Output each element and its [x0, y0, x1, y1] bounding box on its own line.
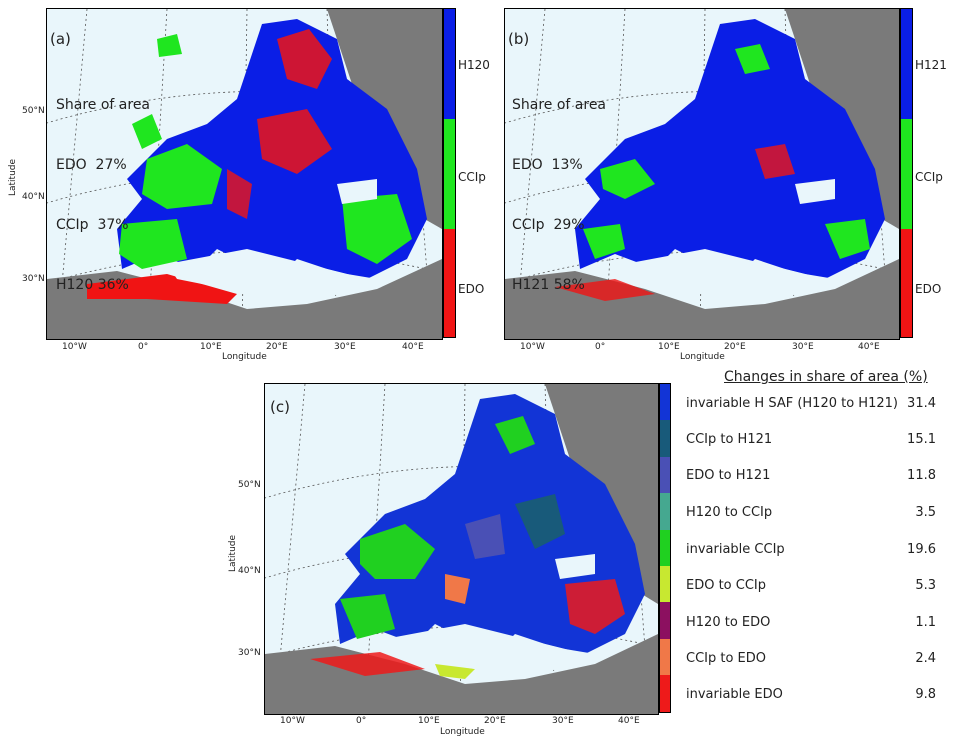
legend-row: H120 to CCIp 3.5	[686, 505, 936, 520]
panel-a-letter: (a)	[50, 30, 71, 48]
tick-c-y1: 40°N	[238, 566, 261, 576]
legend-row: EDO to H121 11.8	[686, 468, 936, 483]
tick-c-x0: 10°W	[280, 716, 305, 726]
tick-c-x5: 40°E	[618, 716, 640, 726]
legend-value: 31.4	[907, 396, 936, 411]
panel-b-share: Share of area EDO 13% CCIp 29% H121 58%	[512, 55, 606, 335]
tick-b-x2: 10°E	[658, 342, 680, 352]
ylabel-c: Latitude	[228, 534, 238, 572]
tick-c-y0: 50°N	[238, 480, 261, 490]
legend-value: 19.6	[907, 542, 936, 557]
cbar-a-label-h: H120	[458, 58, 490, 72]
colorbar-a	[443, 8, 456, 338]
europe-landmass-b	[555, 19, 885, 301]
tick-a-x3: 20°E	[266, 342, 288, 352]
cbar-b-label-h: H121	[915, 58, 947, 72]
legend-row: CCIp to H121 15.1	[686, 432, 936, 447]
legend-value: 3.5	[915, 505, 936, 520]
legend-row: CCIp to EDO 2.4	[686, 651, 936, 666]
tick-a-y2: 30°N	[22, 274, 45, 284]
legend-row: H120 to EDO 1.1	[686, 615, 936, 630]
legend-value: 9.8	[915, 687, 936, 702]
legend-label: invariable H SAF (H120 to H121)	[686, 396, 898, 411]
tick-a-y1: 40°N	[22, 192, 45, 202]
tick-a-x1: 0°	[138, 342, 149, 352]
panel-c-letter: (c)	[270, 398, 290, 416]
share-h: H120 36%	[56, 277, 129, 293]
tick-c-x2: 10°E	[418, 716, 440, 726]
tick-b-x5: 40°E	[858, 342, 880, 352]
tick-a-x5: 40°E	[402, 342, 424, 352]
cbar-a-label-edo: EDO	[458, 282, 485, 296]
tick-b-x3: 20°E	[724, 342, 746, 352]
tick-c-x3: 20°E	[484, 716, 506, 726]
legend-value: 1.1	[915, 615, 936, 630]
share-ccip: CCIp 37%	[56, 217, 129, 233]
map-c	[264, 383, 659, 715]
legend-value: 11.8	[907, 468, 936, 483]
map-a-svg	[47, 9, 442, 339]
europe-landmass	[87, 19, 427, 304]
tick-a-x4: 30°E	[334, 342, 356, 352]
europe-landmass-c	[310, 394, 645, 679]
colorbar-c	[659, 383, 671, 713]
panel-a-share: Share of area EDO 27% CCIp 37% H120 36%	[56, 55, 150, 335]
panel-b-letter: (b)	[508, 30, 530, 48]
tick-a-x0: 10°W	[62, 342, 87, 352]
tick-a-x2: 10°E	[200, 342, 222, 352]
legend-row: invariable EDO 9.8	[686, 687, 936, 702]
legend-label: CCIp to EDO	[686, 651, 767, 666]
xlabel-b: Longitude	[680, 352, 725, 362]
mediterranean-sea	[167, 249, 377, 299]
tick-b-x0: 10°W	[520, 342, 545, 352]
legend-title: Changes in share of area (%)	[724, 369, 928, 385]
xlabel-c: Longitude	[440, 727, 485, 737]
cbar-a-label-ccip: CCIp	[458, 170, 486, 184]
map-a	[46, 8, 443, 340]
xlabel-a: Longitude	[222, 352, 267, 362]
legend-label: CCIp to H121	[686, 432, 773, 447]
share-edo: EDO 13%	[512, 157, 583, 173]
colorbar-b	[900, 8, 913, 338]
cbar-b-label-ccip: CCIp	[915, 170, 943, 184]
tick-b-x4: 30°E	[792, 342, 814, 352]
legend-label: EDO to CCIp	[686, 578, 767, 593]
share-title: Share of area	[56, 97, 151, 113]
map-b	[504, 8, 900, 340]
tick-c-x4: 30°E	[552, 716, 574, 726]
legend-label: EDO to H121	[686, 468, 771, 483]
share-ccip: CCIp 29%	[512, 217, 585, 233]
cbar-b-label-edo: EDO	[915, 282, 942, 296]
ylabel-a: Latitude	[8, 158, 18, 196]
legend-value: 15.1	[907, 432, 936, 447]
legend-label: H120 to EDO	[686, 615, 771, 630]
black-sea	[337, 179, 377, 204]
tick-c-x1: 0°	[356, 716, 367, 726]
map-c-svg	[265, 384, 658, 714]
tick-a-y0: 50°N	[22, 106, 45, 116]
legend-value: 2.4	[915, 651, 936, 666]
share-edo: EDO 27%	[56, 157, 127, 173]
share-h: H121 58%	[512, 277, 585, 293]
tick-b-x1: 0°	[595, 342, 606, 352]
legend-row: invariable H SAF (H120 to H121) 31.4	[686, 396, 936, 411]
legend-value: 5.3	[915, 578, 936, 593]
legend-label: invariable CCIp	[686, 542, 785, 557]
share-title: Share of area	[512, 97, 607, 113]
legend-label: H120 to CCIp	[686, 505, 773, 520]
legend-row: invariable CCIp 19.6	[686, 542, 936, 557]
map-b-svg	[505, 9, 899, 339]
legend-row: EDO to CCIp 5.3	[686, 578, 936, 593]
tick-c-y2: 30°N	[238, 648, 261, 658]
legend-label: invariable EDO	[686, 687, 783, 702]
